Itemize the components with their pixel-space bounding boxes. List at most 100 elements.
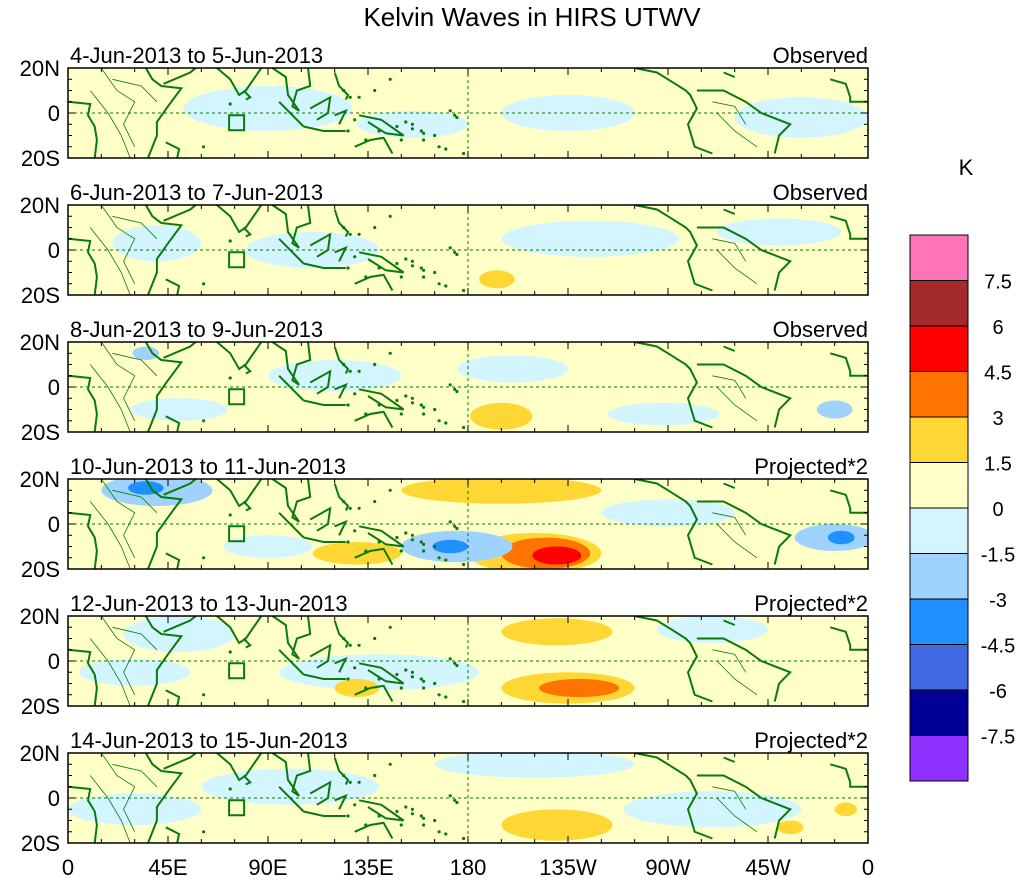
- island: [411, 123, 414, 126]
- island: [400, 138, 403, 141]
- lat-tick-label: 20S: [21, 146, 60, 171]
- island: [411, 534, 414, 537]
- island: [358, 233, 361, 236]
- island: [404, 120, 407, 123]
- anomaly-contour: [533, 547, 582, 565]
- longitude-axis: 0 45E 90E 135E 180 135W 90W 45W 0: [62, 855, 874, 880]
- map-panel: 20N020S10-Jun-2013 to 11-Jun-2013 Project…: [20, 454, 875, 582]
- map-panel: 20N 0 20S 12-Jun-2013 to 13-Jun-2013 Project…: [20, 591, 868, 719]
- anomaly-contour: [735, 97, 868, 138]
- anomaly-contour: [479, 270, 515, 288]
- lat-tick-label: 0: [48, 238, 60, 263]
- colorbar-segment: [910, 599, 968, 645]
- island: [411, 671, 414, 674]
- panel-type-label: Observed: [773, 43, 868, 68]
- colorbar-segment: [910, 463, 968, 509]
- island: [422, 269, 425, 272]
- anomaly-contour: [717, 219, 841, 246]
- island: [433, 682, 436, 685]
- colorbar-tick-label: 7.5: [984, 272, 1012, 294]
- island: [411, 401, 414, 404]
- island: [378, 403, 381, 406]
- island: [346, 540, 349, 543]
- island: [389, 489, 392, 492]
- island: [202, 693, 205, 696]
- island: [358, 96, 361, 99]
- island: [422, 132, 425, 135]
- anomaly-contour: [501, 618, 612, 645]
- figure-canvas: 20N020S4-Jun-2013 to 5-Jun-2013 Observed2…: [0, 0, 1024, 887]
- colorbar-segment: [910, 645, 968, 691]
- lon-tick-label: 135E: [342, 855, 393, 880]
- lat-tick-label: 20S: [21, 557, 60, 582]
- island: [449, 794, 452, 797]
- island: [420, 266, 423, 269]
- island: [462, 426, 465, 429]
- lat-tick-label: 20N: [20, 330, 60, 355]
- island: [422, 817, 425, 820]
- island: [349, 507, 352, 510]
- island: [433, 408, 436, 411]
- island: [395, 399, 398, 402]
- island: [229, 650, 232, 653]
- island: [433, 545, 436, 548]
- island: [395, 262, 398, 265]
- island: [358, 781, 361, 784]
- anomaly-contour: [828, 531, 855, 545]
- colorbar-tick-label: 6: [992, 317, 1003, 339]
- colorbar-tick-label: -1.5: [981, 545, 1015, 567]
- colorbar-tick-label: 3: [992, 408, 1003, 430]
- island: [433, 134, 436, 137]
- island: [444, 421, 447, 424]
- colorbar-unit: K: [959, 155, 974, 180]
- island: [389, 352, 392, 355]
- island: [373, 637, 376, 640]
- colorbar-segment: [910, 372, 968, 418]
- island: [389, 626, 392, 629]
- island: [411, 397, 414, 400]
- island: [422, 275, 425, 278]
- panel-date-range: 8-Jun-2013 to 9-Jun-2013: [70, 317, 323, 342]
- island: [400, 275, 403, 278]
- colorbar-segment: [910, 554, 968, 600]
- island: [404, 805, 407, 808]
- island: [229, 239, 232, 242]
- island: [389, 763, 392, 766]
- island: [364, 549, 367, 552]
- island: [462, 289, 465, 292]
- island: [364, 275, 367, 278]
- island: [229, 787, 232, 790]
- colorbar-tick-label: -7.5: [981, 727, 1015, 749]
- panel-date-range: 10-Jun-2013 to 11-Jun-2013: [70, 454, 346, 479]
- island: [455, 664, 458, 667]
- island: [202, 419, 205, 422]
- anomaly-contour: [835, 803, 857, 817]
- island: [353, 803, 356, 806]
- colorbar-segment: [910, 508, 968, 554]
- colorbar-tick-label: 0: [992, 499, 1003, 521]
- island: [411, 538, 414, 541]
- anomaly-contour: [624, 791, 802, 827]
- panel-type-label: Projected*2: [754, 728, 868, 753]
- island: [346, 266, 349, 269]
- anomaly-contour: [501, 809, 612, 840]
- island: [422, 412, 425, 415]
- island: [438, 556, 441, 559]
- island: [411, 808, 414, 811]
- island: [404, 531, 407, 534]
- island: [373, 226, 376, 229]
- lon-tick-label: 135W: [539, 855, 597, 880]
- island: [438, 830, 441, 833]
- lat-tick-label: 20S: [21, 283, 60, 308]
- island: [449, 657, 452, 660]
- island: [455, 253, 458, 256]
- island: [373, 363, 376, 366]
- island: [438, 419, 441, 422]
- island: [444, 147, 447, 150]
- anomaly-contour: [128, 481, 164, 495]
- island: [404, 257, 407, 260]
- island: [455, 390, 458, 393]
- lat-tick-label: 20S: [21, 694, 60, 719]
- anomaly-contour: [457, 356, 568, 383]
- island: [395, 536, 398, 539]
